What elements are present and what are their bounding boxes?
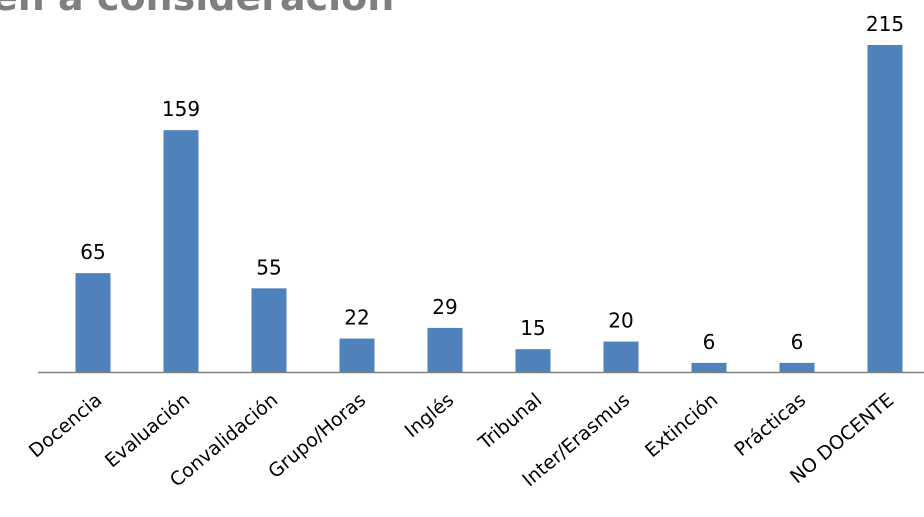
- bar-extincion: [691, 362, 727, 372]
- category-labels-group: DocenciaEvaluaciónConvalidaciónGrupo/Hor…: [25, 389, 898, 492]
- bar-grupo-horas: [339, 338, 375, 372]
- category-label-docencia: Docencia: [25, 389, 106, 462]
- category-label-grupo-horas: Grupo/Horas: [264, 389, 370, 483]
- value-label-inter-erasmus: 20: [608, 309, 633, 333]
- value-label-ingles: 29: [432, 295, 457, 319]
- value-label-no-docente: 215: [866, 12, 904, 36]
- value-label-tribunal: 15: [520, 316, 545, 340]
- value-label-convalidacion: 55: [256, 255, 281, 279]
- bar-evaluacion: [163, 130, 199, 372]
- category-label-evaluacion: Evaluación: [101, 389, 194, 472]
- category-label-extincion: Extinción: [641, 389, 722, 462]
- value-labels-group: 65 159 55 22 29 15 20 6 6 215: [80, 12, 904, 354]
- category-label-tribunal: Tribunal: [474, 389, 546, 455]
- value-label-practicas: 6: [791, 330, 804, 354]
- bars-group: [75, 45, 903, 372]
- bar-no-docente: [867, 45, 903, 372]
- bar-convalidacion: [251, 288, 287, 372]
- bar-tribunal: [515, 349, 551, 372]
- bar-inter-erasmus: [603, 341, 639, 372]
- category-label-practicas: Prácticas: [730, 389, 810, 461]
- bar-ingles: [427, 327, 463, 372]
- value-label-evaluacion: 159: [162, 97, 200, 121]
- category-label-ingles: Inglés: [401, 389, 458, 442]
- bar-practicas: [779, 362, 815, 372]
- value-label-extincion: 6: [703, 330, 716, 354]
- page-title: en a consideración: [0, 0, 394, 16]
- value-label-docencia: 65: [80, 240, 105, 264]
- value-label-grupo-horas: 22: [344, 306, 369, 330]
- bar-docencia: [75, 273, 111, 372]
